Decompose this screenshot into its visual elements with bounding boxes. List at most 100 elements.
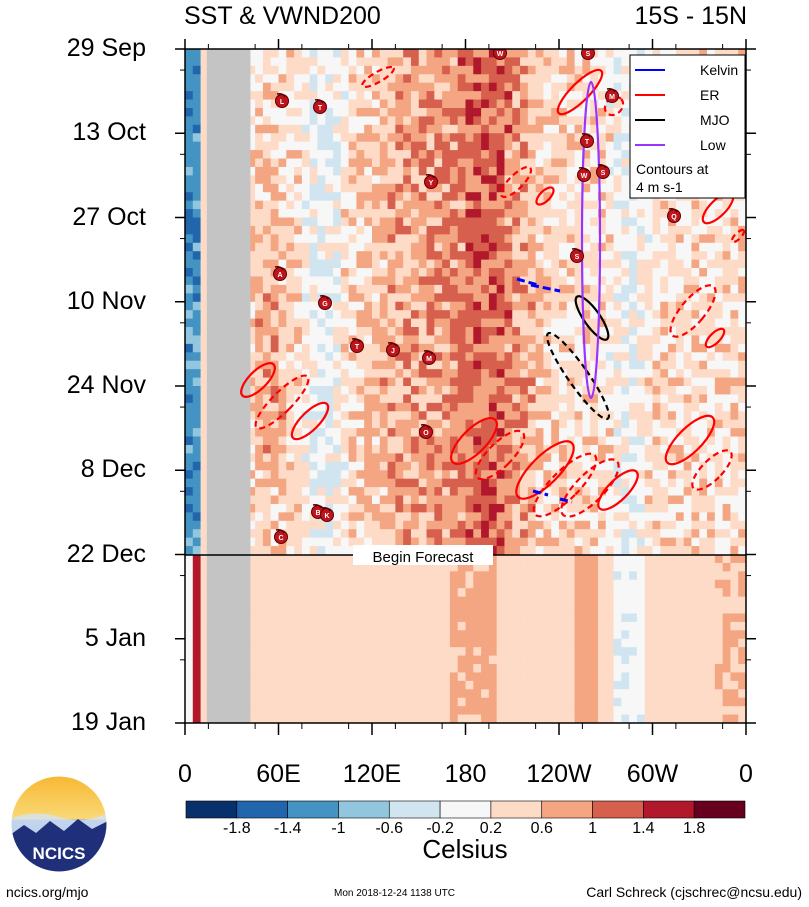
heat-cell (372, 453, 381, 463)
heat-cell (465, 192, 474, 202)
heat-cell (410, 65, 420, 75)
heat-cell (340, 91, 350, 101)
heat-cell (543, 234, 552, 244)
heat-cell (605, 512, 615, 522)
heat-cell (566, 65, 576, 75)
heat-cell (379, 133, 389, 143)
heat-cell (348, 166, 358, 176)
heat-cell (488, 310, 498, 320)
heat-cell (613, 183, 622, 193)
heat-cell (286, 116, 295, 126)
heat-cell (426, 158, 435, 168)
heat-cell (278, 428, 287, 438)
heat-cell (403, 301, 412, 311)
heat-cell (566, 124, 576, 134)
heat-cell (481, 647, 490, 657)
heat-cell (605, 141, 615, 151)
heat-cell (387, 503, 396, 513)
heat-cell (675, 596, 685, 606)
heat-cell (714, 503, 724, 513)
heat-cell (200, 276, 209, 286)
heat-cell (496, 638, 506, 648)
heat-cell (200, 428, 209, 438)
heat-cell (699, 369, 708, 379)
heat-cell (644, 268, 654, 278)
heat-cell (426, 478, 435, 488)
heat-cell (262, 217, 272, 227)
heat-cell (730, 444, 739, 454)
heat-cell (691, 520, 700, 530)
heat-cell (621, 428, 630, 438)
heat-cell (488, 327, 498, 337)
heat-cell (481, 158, 490, 168)
heat-cell (309, 655, 319, 665)
heat-cell (348, 546, 358, 556)
heat-cell (629, 301, 638, 311)
heat-cell (294, 74, 303, 84)
heat-cell (590, 360, 599, 370)
heat-cell (605, 571, 615, 581)
heat-cell (520, 360, 529, 370)
heat-cell (465, 436, 474, 446)
heat-cell (457, 402, 467, 412)
heat-cell (496, 613, 506, 623)
heat-cell (535, 529, 545, 539)
heat-cell (278, 546, 287, 556)
heat-cell (442, 82, 451, 92)
heat-cell (317, 478, 326, 488)
heat-cell (457, 225, 467, 235)
heat-cell (636, 377, 646, 387)
heat-cell (255, 605, 264, 615)
heat-cell (699, 621, 708, 631)
heat-cell (551, 546, 560, 556)
heat-cell (504, 200, 513, 210)
heat-cell (597, 411, 607, 421)
heat-cell (512, 672, 521, 682)
heat-cell (636, 343, 646, 353)
heat-cell (442, 436, 451, 446)
heat-cell (621, 360, 630, 370)
heat-cell (481, 276, 490, 286)
heat-cell (543, 503, 552, 513)
heat-cell (597, 57, 607, 67)
heat-cell (590, 310, 599, 320)
heat-cell (597, 647, 607, 657)
heat-cell (262, 360, 272, 370)
heat-cell (496, 394, 506, 404)
heat-cell (722, 200, 732, 210)
heat-cell (504, 82, 513, 92)
heat-cell (597, 428, 607, 438)
heat-cell (590, 141, 599, 151)
heat-cell (722, 503, 732, 513)
heat-cell (730, 411, 739, 421)
heat-cell (387, 141, 396, 151)
heat-cell (613, 150, 622, 160)
heat-cell (185, 621, 194, 631)
heat-cell (613, 428, 622, 438)
heat-cell (294, 621, 303, 631)
heat-cell (255, 630, 264, 640)
heat-cell (699, 225, 708, 235)
heat-cell (192, 453, 202, 463)
heat-cell (185, 529, 194, 539)
heat-cell (504, 377, 513, 387)
heat-cell (294, 503, 303, 513)
heat-cell (379, 318, 389, 328)
heat-cell (340, 107, 350, 117)
heat-cell (481, 124, 490, 134)
heat-cell (356, 562, 365, 572)
heat-cell (449, 461, 459, 471)
heat-cell (535, 588, 545, 598)
heat-cell (714, 327, 724, 337)
heat-cell (675, 621, 685, 631)
heat-cell (613, 579, 622, 589)
heat-cell (527, 655, 537, 665)
heat-cell (325, 453, 334, 463)
heat-cell (364, 57, 373, 67)
heat-cell (597, 268, 607, 278)
heat-cell (636, 284, 646, 294)
heat-cell (652, 335, 661, 345)
heat-cell (340, 596, 350, 606)
heat-cell (597, 99, 607, 109)
heat-cell (722, 377, 732, 387)
